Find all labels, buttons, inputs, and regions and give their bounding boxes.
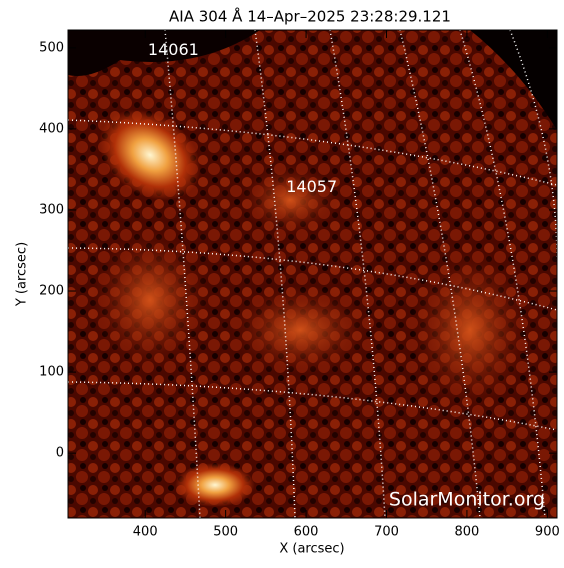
y-tick-label: 500: [39, 40, 64, 55]
title: AIA 304 Å 14–Apr–2025 23:28:29.121: [169, 7, 451, 26]
y-tick-label: 100: [39, 365, 64, 380]
plot-frame: [67, 29, 558, 519]
y-tick-label: 200: [39, 284, 64, 299]
x-tick-label: 900: [535, 525, 560, 540]
x-tick-label: 700: [374, 525, 399, 540]
solar-image: [68, 30, 557, 518]
y-tick-label: 400: [39, 121, 64, 136]
x-tick-label: 600: [294, 525, 319, 540]
y-tick-label: 300: [39, 202, 64, 217]
x-tick-label: 800: [455, 525, 480, 540]
x-tick-label: 500: [213, 525, 238, 540]
y-tick-label: 0: [56, 446, 64, 461]
region-label: 14057: [286, 177, 337, 196]
y-axis-label: Y (arcsec): [15, 242, 30, 307]
x-tick-label: 400: [133, 525, 158, 540]
region-label: 14061: [148, 40, 199, 59]
watermark: SolarMonitor.org: [389, 489, 545, 511]
x-axis-label: X (arcsec): [279, 542, 344, 557]
